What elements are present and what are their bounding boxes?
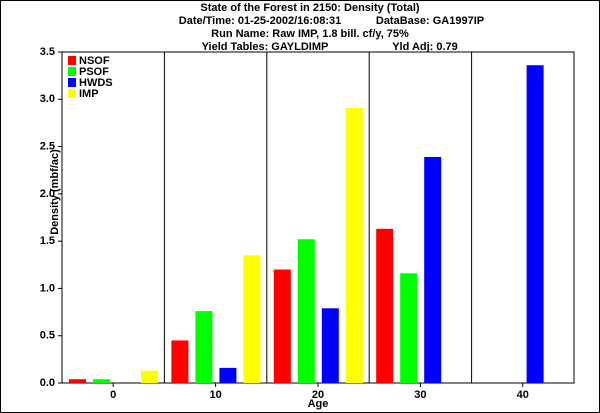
- legend-label: HWDS: [79, 77, 113, 89]
- legend-label: NSOF: [79, 55, 110, 67]
- x-tick-label: 0: [110, 389, 116, 401]
- y-tick-label: 0.0: [40, 377, 55, 389]
- bar: [195, 311, 213, 383]
- subtitle: Yld Adj: 0.79: [392, 41, 458, 53]
- subtitle: Yield Tables: GAYLDIMP: [202, 41, 329, 53]
- bar: [93, 379, 110, 383]
- subtitle: Date/Time: 01-25-2002/16:08:31: [179, 15, 341, 27]
- legend-swatch: [68, 89, 76, 98]
- bar: [273, 269, 291, 383]
- legend-swatch: [68, 56, 76, 65]
- legend-swatch: [68, 78, 76, 87]
- y-tick-label: 2.5: [40, 140, 55, 152]
- subtitle: DataBase: GA1997IP: [376, 15, 484, 27]
- y-tick-label: 2.0: [40, 188, 55, 200]
- y-axis-label: Density (mbf/ac): [49, 149, 61, 235]
- bar: [526, 65, 544, 384]
- x-tick-label: 20: [312, 389, 324, 401]
- legend-swatch: [68, 67, 76, 76]
- x-tick-label: 40: [517, 389, 529, 401]
- legend-label: PSOF: [79, 66, 109, 78]
- bar: [424, 156, 442, 383]
- chart-title: State of the Forest in 2150: Density (To…: [200, 2, 420, 14]
- bar: [219, 367, 237, 383]
- bar: [400, 273, 418, 383]
- y-tick-label: 1.0: [40, 282, 55, 294]
- bar: [141, 370, 158, 383]
- x-tick-label: 30: [414, 389, 426, 401]
- bar: [69, 379, 86, 383]
- subtitle: Run Name: Raw IMP, 1.8 bill. cf/y, 75%: [211, 28, 409, 40]
- x-axis-label: Age: [308, 398, 329, 410]
- bar: [243, 255, 261, 383]
- bar: [321, 308, 339, 383]
- y-tick-label: 1.5: [40, 235, 55, 247]
- bar: [171, 340, 189, 383]
- bar: [345, 107, 363, 383]
- y-tick-label: 3.0: [40, 93, 55, 105]
- bar: [297, 239, 315, 383]
- y-tick-label: 3.5: [40, 46, 55, 58]
- legend-label: IMP: [79, 88, 99, 100]
- x-tick-label: 10: [209, 389, 221, 401]
- y-tick-label: 0.5: [40, 330, 55, 342]
- bar: [376, 228, 394, 383]
